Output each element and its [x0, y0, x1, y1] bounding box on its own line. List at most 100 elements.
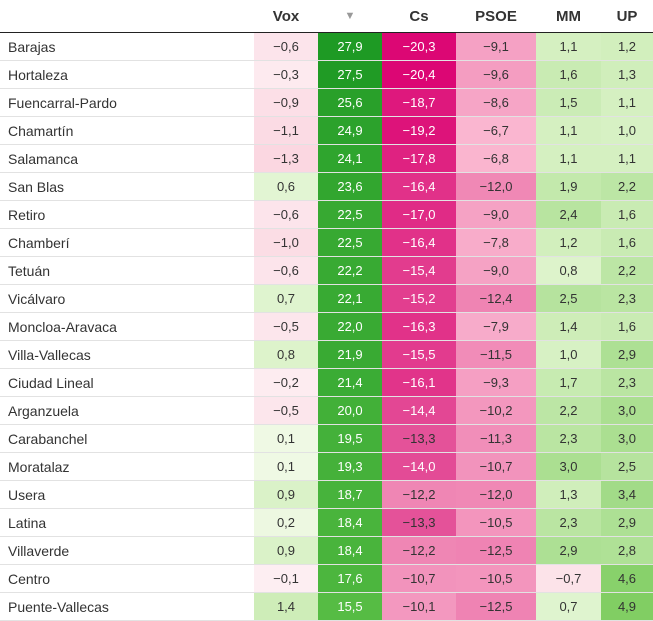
- heatmap-cell-cs: −17,8: [382, 145, 456, 172]
- heatmap-cell-pp: 18,4: [318, 509, 382, 536]
- heatmap-cell-vox: 0,1: [254, 425, 318, 452]
- row-divider: [0, 396, 653, 397]
- heatmap-cell-pp: 22,5: [318, 201, 382, 228]
- heatmap-cell-pp: 18,7: [318, 481, 382, 508]
- heatmap-cell-up: 2,3: [601, 369, 653, 396]
- heatmap-cell-pp: 21,9: [318, 341, 382, 368]
- heatmap-cell-pp: 22,2: [318, 257, 382, 284]
- heatmap-cell-vox: 0,6: [254, 173, 318, 200]
- heatmap-cell-vox: 0,9: [254, 481, 318, 508]
- row-label: Centro: [8, 571, 51, 587]
- heatmap-cell-mm: 1,9: [536, 173, 601, 200]
- heatmap-cell-psoe: −6,7: [456, 117, 536, 144]
- heatmap-cell-vox: −0,3: [254, 61, 318, 88]
- heatmap-cell-cs: −16,4: [382, 173, 456, 200]
- row-label: Latina: [8, 515, 47, 531]
- heatmap-cell-psoe: −7,8: [456, 229, 536, 256]
- heatmap-cell-mm: 1,5: [536, 89, 601, 116]
- heatmap-cell-pp: 24,1: [318, 145, 382, 172]
- table-row: Tetuán −0,6 22,2 −15,4 −9,0 0,8 2,2: [0, 257, 653, 285]
- heatmap-cell-up: 1,6: [601, 229, 653, 256]
- heatmap-cell-vox: −0,1: [254, 565, 318, 592]
- table-row: Chamberí −1,0 22,5 −16,4 −7,8 1,2 1,6: [0, 229, 653, 257]
- column-header-psoe[interactable]: PSOE: [456, 0, 536, 32]
- table-row: Moncloa-Aravaca −0,5 22,0 −16,3 −7,9 1,4 1,6: [0, 313, 653, 341]
- heatmap-cell-pp: 18,4: [318, 537, 382, 564]
- row-label: Chamartín: [8, 123, 74, 139]
- heatmap-cell-mm: 1,2: [536, 229, 601, 256]
- column-header-up[interactable]: UP: [601, 0, 653, 32]
- heatmap-cell-psoe: −9,0: [456, 201, 536, 228]
- heatmap-cell-cs: −20,4: [382, 61, 456, 88]
- heatmap-cell-vox: −1,3: [254, 145, 318, 172]
- table-row: Carabanchel 0,1 19,5 −13,3 −11,3 2,3 3,0: [0, 425, 653, 453]
- row-label: Villaverde: [8, 543, 70, 559]
- row-label: Moncloa-Aravaca: [8, 319, 117, 335]
- heatmap-cell-vox: 0,7: [254, 285, 318, 312]
- heatmap-cell-cs: −20,3: [382, 33, 456, 60]
- heatmap-cell-up: 2,8: [601, 537, 653, 564]
- table-row: Hortaleza −0,3 27,5 −20,4 −9,6 1,6 1,3: [0, 61, 653, 89]
- heatmap-cell-vox: −1,1: [254, 117, 318, 144]
- heatmap-cell-up: 1,6: [601, 201, 653, 228]
- heatmap-cell-pp: 27,5: [318, 61, 382, 88]
- column-header-mm[interactable]: MM: [536, 0, 601, 32]
- heatmap-cell-cs: −12,2: [382, 537, 456, 564]
- row-divider: [0, 228, 653, 229]
- heatmap-cell-vox: −0,5: [254, 397, 318, 424]
- heatmap-cell-vox: −1,0: [254, 229, 318, 256]
- table-row: Arganzuela −0,5 20,0 −14,4 −10,2 2,2 3,0: [0, 397, 653, 425]
- table-row: Barajas −0,6 27,9 −20,3 −9,1 1,1 1,2: [0, 33, 653, 61]
- heatmap-cell-up: 4,6: [601, 565, 653, 592]
- heatmap-cell-pp: 27,9: [318, 33, 382, 60]
- heatmap-cell-vox: −0,9: [254, 89, 318, 116]
- heatmap-cell-mm: 3,0: [536, 453, 601, 480]
- row-divider: [0, 144, 653, 145]
- row-divider: [0, 284, 653, 285]
- heatmap-cell-vox: −0,6: [254, 33, 318, 60]
- heatmap-cell-cs: −16,3: [382, 313, 456, 340]
- column-header-label: PSOE: [475, 7, 517, 25]
- heatmap-cell-cs: −10,1: [382, 593, 456, 620]
- column-header-pp[interactable]: ▼: [318, 0, 382, 32]
- heatmap-cell-cs: −16,1: [382, 369, 456, 396]
- table-row: Retiro −0,6 22,5 −17,0 −9,0 2,4 1,6: [0, 201, 653, 229]
- heatmap-cell-mm: 1,1: [536, 117, 601, 144]
- column-header-cs[interactable]: Cs: [382, 0, 456, 32]
- heatmap-cell-psoe: −10,5: [456, 509, 536, 536]
- heatmap-cell-mm: 1,1: [536, 145, 601, 172]
- row-divider: [0, 508, 653, 509]
- row-label: Usera: [8, 487, 46, 503]
- heatmap-cell-psoe: −10,5: [456, 565, 536, 592]
- heatmap-cell-psoe: −12,4: [456, 285, 536, 312]
- heatmap-cell-up: 1,1: [601, 89, 653, 116]
- heatmap-cell-mm: 1,0: [536, 341, 601, 368]
- heatmap-cell-cs: −15,2: [382, 285, 456, 312]
- heatmap-cell-cs: −18,7: [382, 89, 456, 116]
- table-row: Centro −0,1 17,6 −10,7 −10,5 −0,7 4,6: [0, 565, 653, 593]
- row-divider: [0, 452, 653, 453]
- row-divider: [0, 536, 653, 537]
- column-header-label: Cs: [409, 7, 429, 25]
- heatmap-cell-cs: −14,0: [382, 453, 456, 480]
- heatmap-cell-mm: 0,8: [536, 257, 601, 284]
- header-divider: [0, 32, 653, 33]
- sort-arrow-icon: ▼: [344, 10, 356, 22]
- row-divider: [0, 312, 653, 313]
- heatmap-cell-mm: 2,5: [536, 285, 601, 312]
- row-divider: [0, 564, 653, 565]
- row-label: Arganzuela: [8, 403, 79, 419]
- heatmap-cell-mm: −0,7: [536, 565, 601, 592]
- heatmap-cell-up: 2,2: [601, 173, 653, 200]
- heatmap-cell-pp: 17,6: [318, 565, 382, 592]
- column-header-vox[interactable]: Vox: [254, 0, 318, 32]
- heatmap-cell-mm: 1,1: [536, 33, 601, 60]
- heatmap-cell-up: 2,9: [601, 509, 653, 536]
- row-divider: [0, 424, 653, 425]
- heatmap-cell-mm: 2,3: [536, 425, 601, 452]
- heatmap-cell-cs: −15,5: [382, 341, 456, 368]
- heatmap-cell-pp: 23,6: [318, 173, 382, 200]
- heatmap-cell-psoe: −12,0: [456, 173, 536, 200]
- table-row: Puente-Vallecas 1,4 15,5 −10,1 −12,5 0,7 4,9: [0, 593, 653, 621]
- heatmap-cell-cs: −13,3: [382, 509, 456, 536]
